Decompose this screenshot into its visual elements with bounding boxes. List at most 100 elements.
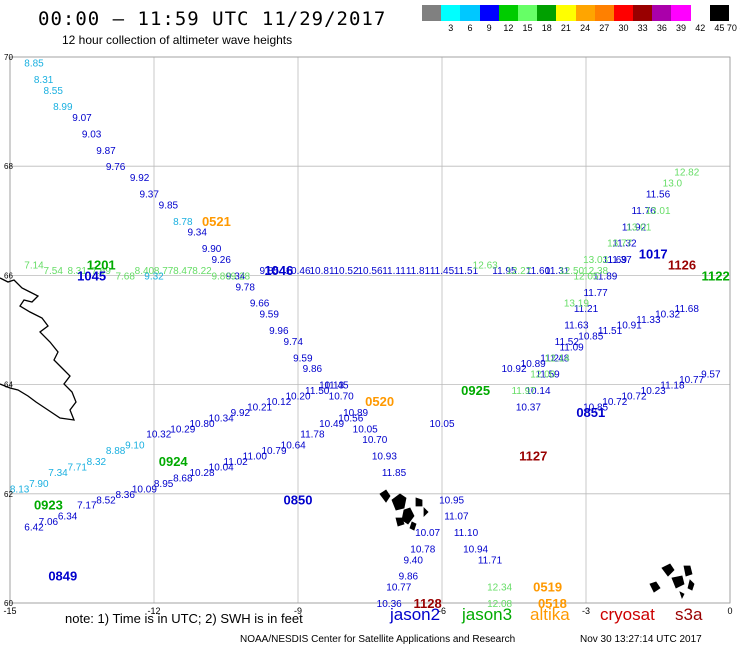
lat-tick-label: 70	[4, 53, 13, 62]
lon-tick-label: -9	[294, 606, 302, 616]
wave-height-label: 9.40	[403, 555, 423, 566]
wave-height-label: 9.59	[293, 353, 313, 364]
wave-height-label: 7.90	[29, 479, 49, 490]
wave-height-label: 11.50	[305, 386, 330, 397]
wave-height-label: 10.09	[132, 484, 157, 495]
wave-height-label: 10.85	[583, 402, 608, 413]
wave-height-label: 10.37	[516, 402, 541, 413]
wave-height-label: 9.86	[303, 364, 323, 375]
pass-time-label: 0520	[365, 394, 394, 409]
colorbar-swatch	[537, 5, 557, 21]
wave-height-label: 9.26	[211, 255, 231, 266]
wave-height-label: 11.00	[243, 452, 268, 463]
wave-height-label: 10.05	[353, 424, 378, 435]
wave-height-label: 10.77	[386, 583, 411, 594]
wave-height-label: 13.01	[626, 222, 651, 233]
wave-height-label: 10.28	[189, 468, 214, 479]
pass-time-label: 0521	[202, 214, 231, 229]
wave-height-label: 11.32	[612, 239, 637, 250]
colorbar-swatch	[652, 5, 672, 21]
satellite-legend-jason2: jason2	[390, 605, 441, 624]
wave-height-label: 12.05	[573, 271, 598, 282]
wave-height-label: 8.78	[173, 217, 193, 228]
colorbar-label: 70 (ft)	[726, 23, 740, 33]
colorbar-swatch	[690, 5, 710, 21]
wave-height-label: 6.42	[24, 523, 44, 534]
wave-height-label: 6.34	[58, 512, 78, 523]
pass-time-label: 0518	[538, 596, 567, 611]
wave-height-label: 9.34	[226, 271, 246, 282]
wave-height-label: 8.99	[53, 102, 73, 113]
wave-height-label: 11.69	[603, 255, 628, 266]
wave-height-label: 8.32	[87, 457, 107, 468]
wave-height-label: 11.76	[631, 206, 656, 217]
wave-height-label: 8.52	[96, 495, 116, 506]
pass-time-label: 1122	[701, 268, 729, 283]
wave-height-label: 10.49	[319, 419, 344, 430]
wave-height-label: 10.79	[261, 446, 286, 457]
wave-height-label: 7.17	[77, 501, 97, 512]
wave-height-label: 9.87	[96, 146, 116, 157]
wave-height-label: 8.36	[115, 490, 135, 501]
colorbar-swatch	[633, 5, 653, 21]
wave-height-label: 8.13	[10, 484, 30, 495]
wave-height-label: 9.76	[106, 162, 126, 173]
wave-height-label: 10.89	[521, 359, 546, 370]
wave-height-label: 11.51	[598, 326, 623, 337]
wave-height-label: 13.19	[564, 299, 589, 310]
colorbar-swatch	[422, 5, 442, 21]
wave-height-label: 11.56	[646, 190, 671, 201]
pass-time-label: 1201	[87, 257, 116, 272]
wave-height-label: 7.54	[43, 266, 63, 277]
wave-height-label: 11.95	[492, 266, 517, 277]
colorbar-label: 3	[448, 23, 454, 33]
wave-height-label: 9.92	[231, 408, 251, 419]
wave-height-label: 10.23	[641, 386, 666, 397]
colorbar-label: 9	[486, 23, 492, 33]
wave-height-label: 8.88	[106, 446, 126, 457]
wave-height-label: 11.33	[636, 315, 661, 326]
wave-height-label: 8.85	[24, 58, 44, 69]
wave-height-label: 10.05	[429, 419, 454, 430]
wave-height-label: 11.45	[324, 381, 349, 392]
pass-time-label: 1127	[519, 449, 547, 464]
pass-time-label: 0519	[533, 580, 562, 595]
wave-height-label: 10.78	[410, 544, 435, 555]
wave-height-label: 10.92	[501, 364, 526, 375]
timestamp: Nov 30 13:27:14 UTC 2017	[580, 634, 702, 645]
wave-height-label: 10.52	[333, 266, 358, 277]
chart-title: 00:00 – 11:59 UTC 11/29/2017	[38, 8, 387, 30]
wave-height-label: 10.36	[377, 599, 402, 610]
wave-height-label: 9.32	[144, 271, 164, 282]
pass-time-label: 0923	[34, 498, 63, 513]
wave-height-label: 12.34	[487, 583, 512, 594]
colorbar-label: 33	[637, 23, 648, 33]
altimeter-tracks: 8.858.318.558.999.079.039.879.769.929.37…	[10, 58, 721, 610]
satellite-legend-s3a: s3a	[675, 605, 703, 624]
wave-height-label: 12.63	[473, 260, 498, 271]
chart-subtitle: 12 hour collection of altimeter wave hei…	[62, 33, 293, 47]
coastlines	[0, 277, 695, 600]
wave-height-label: 9.07	[72, 113, 92, 124]
wave-height-label: 12.82	[674, 168, 699, 179]
colorbar-swatch	[594, 5, 614, 21]
wave-height-label: 11.89	[593, 271, 618, 282]
wave-height-label: 9.96	[269, 326, 289, 337]
wave-height-label: 10.29	[170, 424, 195, 435]
lat-tick-label: 62	[4, 490, 13, 499]
colorbar-swatch	[460, 5, 480, 21]
wave-height-label: 12.08	[487, 599, 512, 610]
pass-time-label: 0850	[284, 492, 313, 507]
wave-height-label: 8.47	[173, 266, 193, 277]
wave-height-label: 9.10	[125, 441, 145, 452]
wave-height-label: 8.31	[34, 75, 54, 86]
wave-height-label: 9.57	[701, 370, 721, 381]
wave-height-label: 10.70	[362, 435, 387, 446]
faroe-islands	[379, 489, 429, 531]
pass-time-label: 0924	[159, 454, 189, 469]
wave-height-label: 11.21	[540, 353, 565, 364]
wave-height-label: 8.22	[192, 266, 212, 277]
satellite-legend-cryosat: cryosat	[600, 605, 655, 624]
